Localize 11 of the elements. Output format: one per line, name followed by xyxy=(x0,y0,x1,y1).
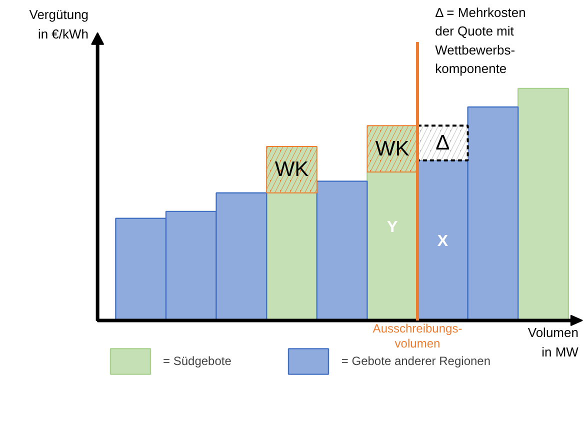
annotation: Y xyxy=(387,219,398,236)
series-label: WK xyxy=(274,158,309,182)
text: Δ = Mehrkosten der Quote mit Wettbewerbs- komponente xyxy=(435,4,526,76)
series-label: Δ xyxy=(436,131,450,154)
legend-label: = Gebote anderer Regionen xyxy=(341,354,491,368)
text: Ausschreibungs- volumen xyxy=(372,322,462,350)
annotation: X xyxy=(437,233,448,250)
text: WK xyxy=(375,137,410,160)
legend-label: = Südgebote xyxy=(163,354,232,368)
x-axis-title: Volumen in MW xyxy=(528,325,580,360)
y-axis-title: Vergütung in €/kWh xyxy=(29,7,89,42)
